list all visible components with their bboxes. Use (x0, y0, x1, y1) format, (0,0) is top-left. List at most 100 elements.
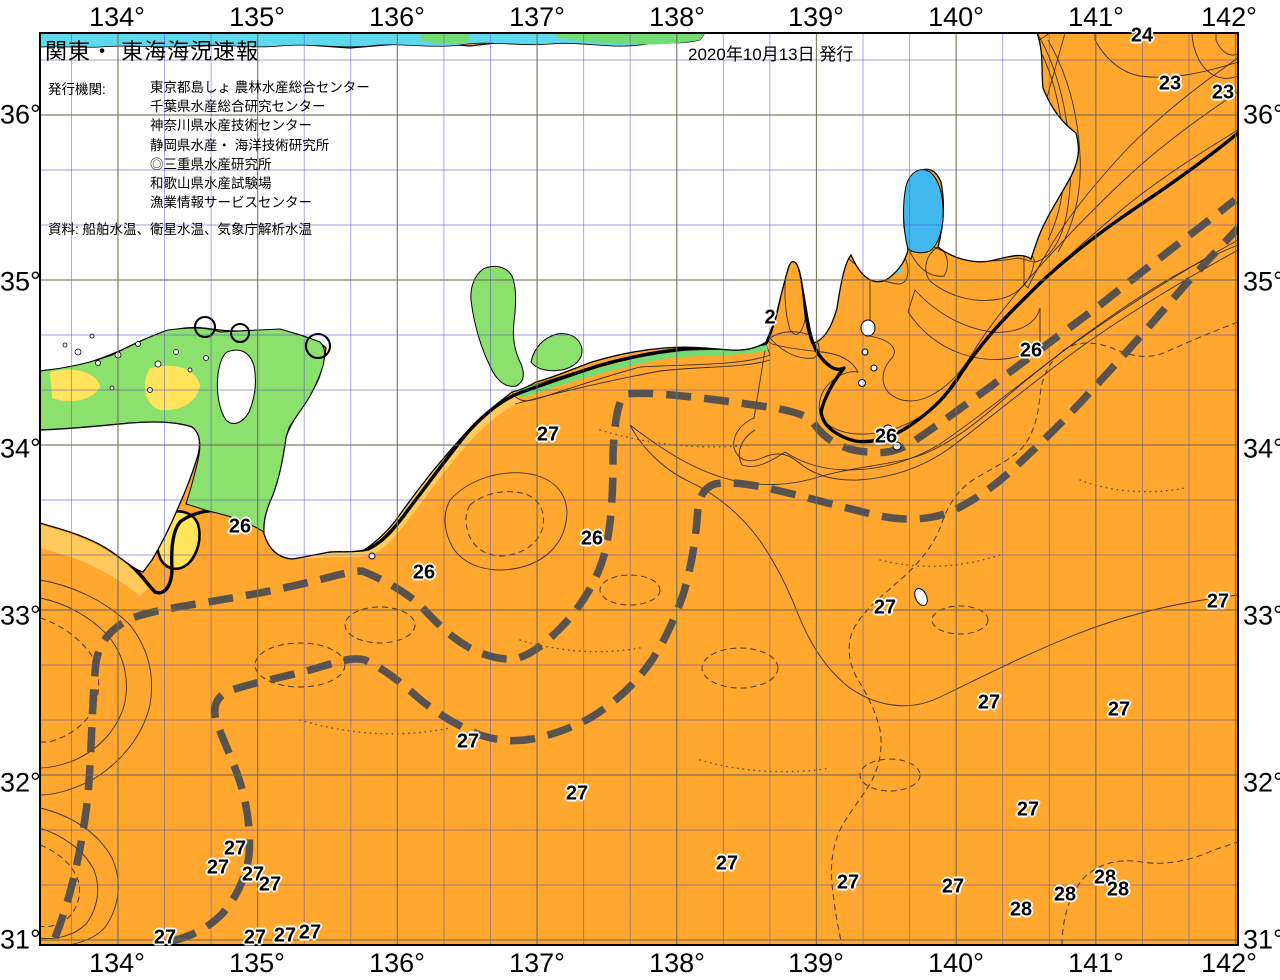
lon-label-bottom: 137° (509, 948, 565, 978)
patch-contour-2 (344, 606, 416, 644)
issuer-line: 漁業情報サービスセンター (150, 195, 312, 211)
lat-label-left: 36° (0, 99, 41, 130)
lon-label-top: 137° (509, 2, 565, 32)
temperature-label: 2 (764, 306, 776, 329)
dotted-contour-3 (299, 719, 451, 735)
temperature-label: 28 (1053, 883, 1077, 906)
lat-label-right: 32° (1243, 767, 1280, 798)
dotted-contour-2 (879, 554, 1001, 568)
temperature-label: 27 (536, 423, 560, 446)
temperature-label: 27 (153, 926, 177, 949)
lon-label-bottom: 136° (369, 948, 425, 978)
temperature-label: 27 (1206, 590, 1230, 613)
temperature-label: 27 (836, 871, 860, 894)
temperature-label: 27 (977, 691, 1001, 714)
issuer-line: 静岡県水産・ 海洋技術研究所 (150, 137, 330, 153)
lat-label-left: 32° (0, 767, 41, 798)
lon-label-bottom: 138° (649, 948, 705, 978)
temperature-label: 26 (580, 527, 604, 550)
lon-label-bottom: 135° (229, 948, 285, 978)
temperature-label: 27 (298, 921, 322, 944)
lon-label-bottom: 139° (788, 948, 844, 978)
lon-label-top: 140° (928, 2, 984, 32)
issuer-list: 東京都島しょ 農林水産総合センター 千葉県水産総合研究センター 神奈川県水産技術セン… (150, 78, 370, 212)
temperature-label: 27 (873, 596, 897, 619)
band-22-23-ne (1023, 33, 1238, 289)
lon-label-bottom: 141° (1068, 948, 1124, 978)
issuer-line: 和歌山県水産試験場 (150, 176, 272, 192)
cold-eddy-sw-core (40, 617, 100, 743)
issue-date: 2020年10月13日 発行 (688, 45, 854, 64)
lon-label-bottom: 134° (89, 948, 145, 978)
lat-label-left: 34° (0, 433, 41, 464)
temperature-label: 24 (1130, 24, 1154, 47)
map-frame (39, 32, 1239, 946)
cold-eddy-mid-outer (444, 472, 568, 571)
shikoku-coastal-band (40, 525, 148, 596)
temperature-label: 27 (715, 852, 739, 875)
band-25-26-ne (733, 33, 1238, 481)
issuer-line: 神奈川県水産技術センター (150, 118, 312, 134)
issuer-label: 発行機関: (48, 82, 106, 97)
temperature-label: 26 (412, 561, 436, 584)
patch-contour-3 (701, 647, 779, 689)
source-note: 資料: 船舶水温、衛星水温、気象庁解析水温 (48, 222, 313, 237)
kuroshio-axis-main (51, 197, 1238, 940)
temperature-label: 26 (874, 425, 898, 448)
cold-eddy-sw-outer (40, 579, 153, 796)
temperature-label: 27 (273, 924, 297, 947)
temperature-label: 28 (1093, 866, 1117, 889)
lat-label-right: 34° (1243, 433, 1280, 464)
temperature-label: 26 (1019, 339, 1043, 362)
lat-label-right: 36° (1243, 99, 1280, 130)
temperature-label: 27 (456, 730, 480, 753)
izu-islands (368, 319, 928, 606)
temperature-label: 27 (565, 782, 589, 805)
lat-label-right: 33° (1243, 600, 1280, 631)
region-28 (830, 321, 1238, 945)
temperature-label: 23 (1158, 72, 1182, 95)
temperature-label: 27 (223, 837, 247, 860)
temperature-label: 26 (228, 515, 252, 538)
lon-label-top: 141° (1068, 2, 1124, 32)
temperature-label: 27 (1016, 798, 1040, 821)
seto-yellow-patch-1 (144, 365, 200, 411)
issuer-line: 千葉県水産総合研究センター (150, 99, 326, 115)
awaji-island (216, 349, 256, 424)
lon-label-top: 136° (369, 2, 425, 32)
dotted-contour-4 (699, 759, 831, 773)
cold-eddy-sw-mid (40, 597, 127, 769)
issuer-line: ◎三重県水産研究所 (150, 156, 272, 172)
temperature-label: 27 (241, 863, 265, 886)
seto-warm-spot-1 (193, 315, 217, 339)
isotherm-26-east (738, 239, 1238, 471)
lat-label-left: 33° (0, 600, 41, 631)
cold-eddy-sw2-mid (40, 827, 99, 939)
seto-warm-spot-2 (229, 322, 251, 344)
temperature-label: 27 (243, 926, 267, 949)
patch-contour-5 (599, 574, 661, 606)
temperature-label: 27 (941, 875, 965, 898)
seto-yellow-patch-2 (50, 369, 100, 402)
temperature-label: 27 (1107, 698, 1131, 721)
lon-label-top: 139° (788, 2, 844, 32)
dotted-contour-5 (519, 639, 641, 653)
temperature-label: 23 (1211, 81, 1235, 104)
lon-label-top: 142° (1201, 2, 1257, 32)
lat-label-right: 35° (1243, 266, 1280, 297)
coastal-cold-water (1029, 33, 1071, 263)
tokyo-bay (903, 169, 944, 254)
isotherm-ne-2 (1047, 39, 1081, 253)
sea-of-japan-strip (40, 33, 706, 48)
cold-eddy-sw2-core (40, 844, 81, 928)
corner-green-patch (1094, 33, 1238, 78)
graticule (40, 33, 1238, 945)
lon-label-top: 134° (89, 2, 145, 32)
wakasa-green-1 (420, 33, 470, 44)
isotherm-26-west (514, 359, 771, 405)
lon-label-bottom: 142° (1201, 948, 1257, 978)
issuer-line: 東京都島しょ 農林水産総合センター (150, 80, 370, 95)
cold-eddy-mid-core (465, 491, 544, 557)
lat-label-right: 31° (1243, 924, 1280, 955)
